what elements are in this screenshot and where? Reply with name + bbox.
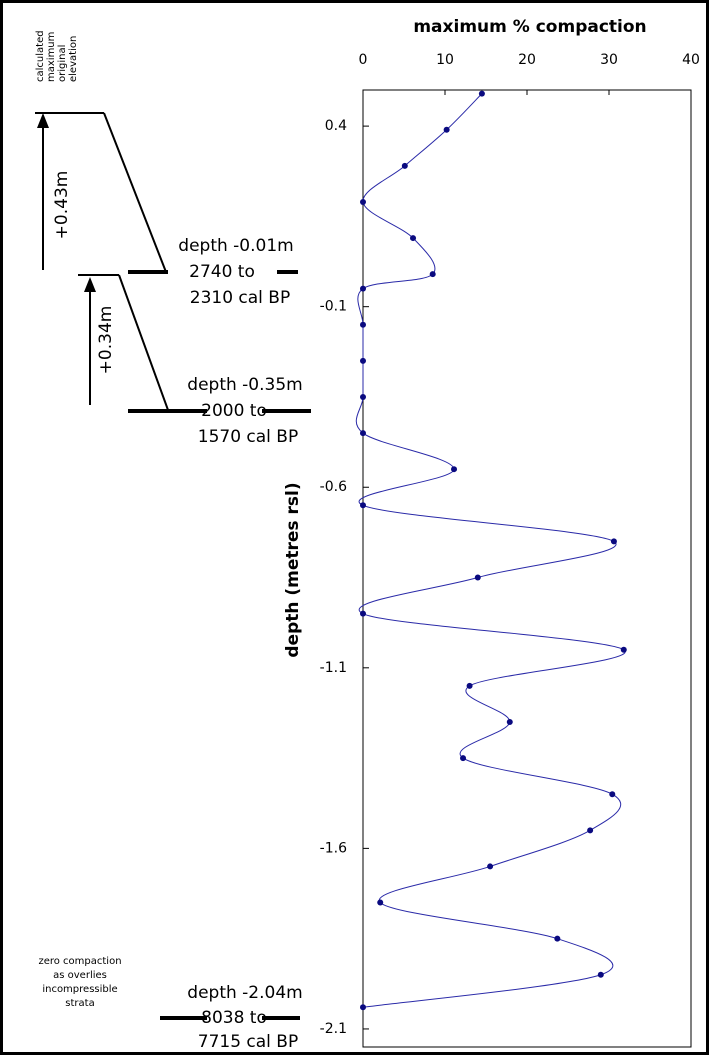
- horizon-label: depth -0.35m: [187, 375, 302, 395]
- horizon-label: 2740 to: [189, 262, 255, 282]
- x-tick-label: 30: [600, 52, 618, 68]
- point: [487, 863, 494, 870]
- point: [506, 718, 513, 725]
- point: [360, 610, 366, 617]
- plot-frame: [362, 89, 692, 1048]
- y-tick-label: -1.6: [320, 840, 347, 856]
- note: maximum: [46, 32, 57, 82]
- point: [451, 466, 458, 473]
- point: [360, 321, 366, 328]
- point: [360, 198, 366, 205]
- point: [360, 285, 366, 292]
- x-tick-label: 10: [436, 52, 454, 68]
- point: [401, 162, 408, 169]
- horizon-label: depth -0.01m: [178, 236, 293, 256]
- point: [609, 791, 616, 798]
- point: [466, 682, 473, 689]
- point: [360, 357, 366, 364]
- curve: [355, 93, 626, 1008]
- slope-line: [103, 112, 167, 273]
- note: elevation: [68, 36, 79, 82]
- horizon-label: 1570 cal BP: [198, 427, 298, 447]
- point: [377, 899, 384, 906]
- note: calculated: [35, 30, 46, 82]
- note: as overlies: [53, 970, 107, 981]
- horizon-label: depth -2.04m: [187, 983, 302, 1003]
- y-tick-label: 0.4: [325, 118, 347, 134]
- horizon-label: 2310 cal BP: [190, 288, 290, 308]
- note: zero compaction: [38, 956, 121, 967]
- point: [478, 90, 485, 97]
- horizon-label: 8038 to: [201, 1008, 267, 1028]
- x-tick-label: 20: [518, 52, 536, 68]
- x-tick-label: 0: [359, 52, 368, 68]
- y-tick-label: -1.1: [320, 660, 347, 676]
- y-tick-label: -2.1: [320, 1021, 347, 1037]
- point: [443, 126, 450, 133]
- point: [474, 574, 481, 581]
- rise-label: +0.43m: [52, 171, 72, 240]
- point: [610, 538, 617, 545]
- rise-label: +0.34m: [96, 306, 116, 375]
- chart-title: maximum % compaction: [413, 17, 646, 37]
- note: original: [57, 45, 68, 82]
- note: strata: [65, 998, 94, 1009]
- point: [360, 1004, 366, 1011]
- point: [360, 393, 366, 400]
- point: [587, 827, 594, 834]
- point: [429, 271, 436, 278]
- point: [410, 235, 417, 242]
- diagram: [35, 112, 311, 1020]
- point: [554, 935, 561, 942]
- x-tick-label: 40: [682, 52, 700, 68]
- arrow-head: [37, 113, 49, 128]
- arrow-head: [84, 277, 96, 292]
- note: incompressible: [42, 984, 117, 995]
- horizon-label: 7715 cal BP: [198, 1032, 298, 1052]
- point: [597, 971, 604, 978]
- point: [360, 502, 366, 509]
- point: [360, 430, 366, 437]
- y-axis-label: depth (metres rsl): [283, 482, 303, 657]
- point: [620, 646, 627, 653]
- y-tick-label: -0.1: [320, 299, 347, 315]
- y-tick-label: -0.6: [320, 479, 347, 495]
- horizon-label: 2000 to: [201, 401, 267, 421]
- point: [460, 755, 467, 762]
- slope-line: [118, 274, 169, 411]
